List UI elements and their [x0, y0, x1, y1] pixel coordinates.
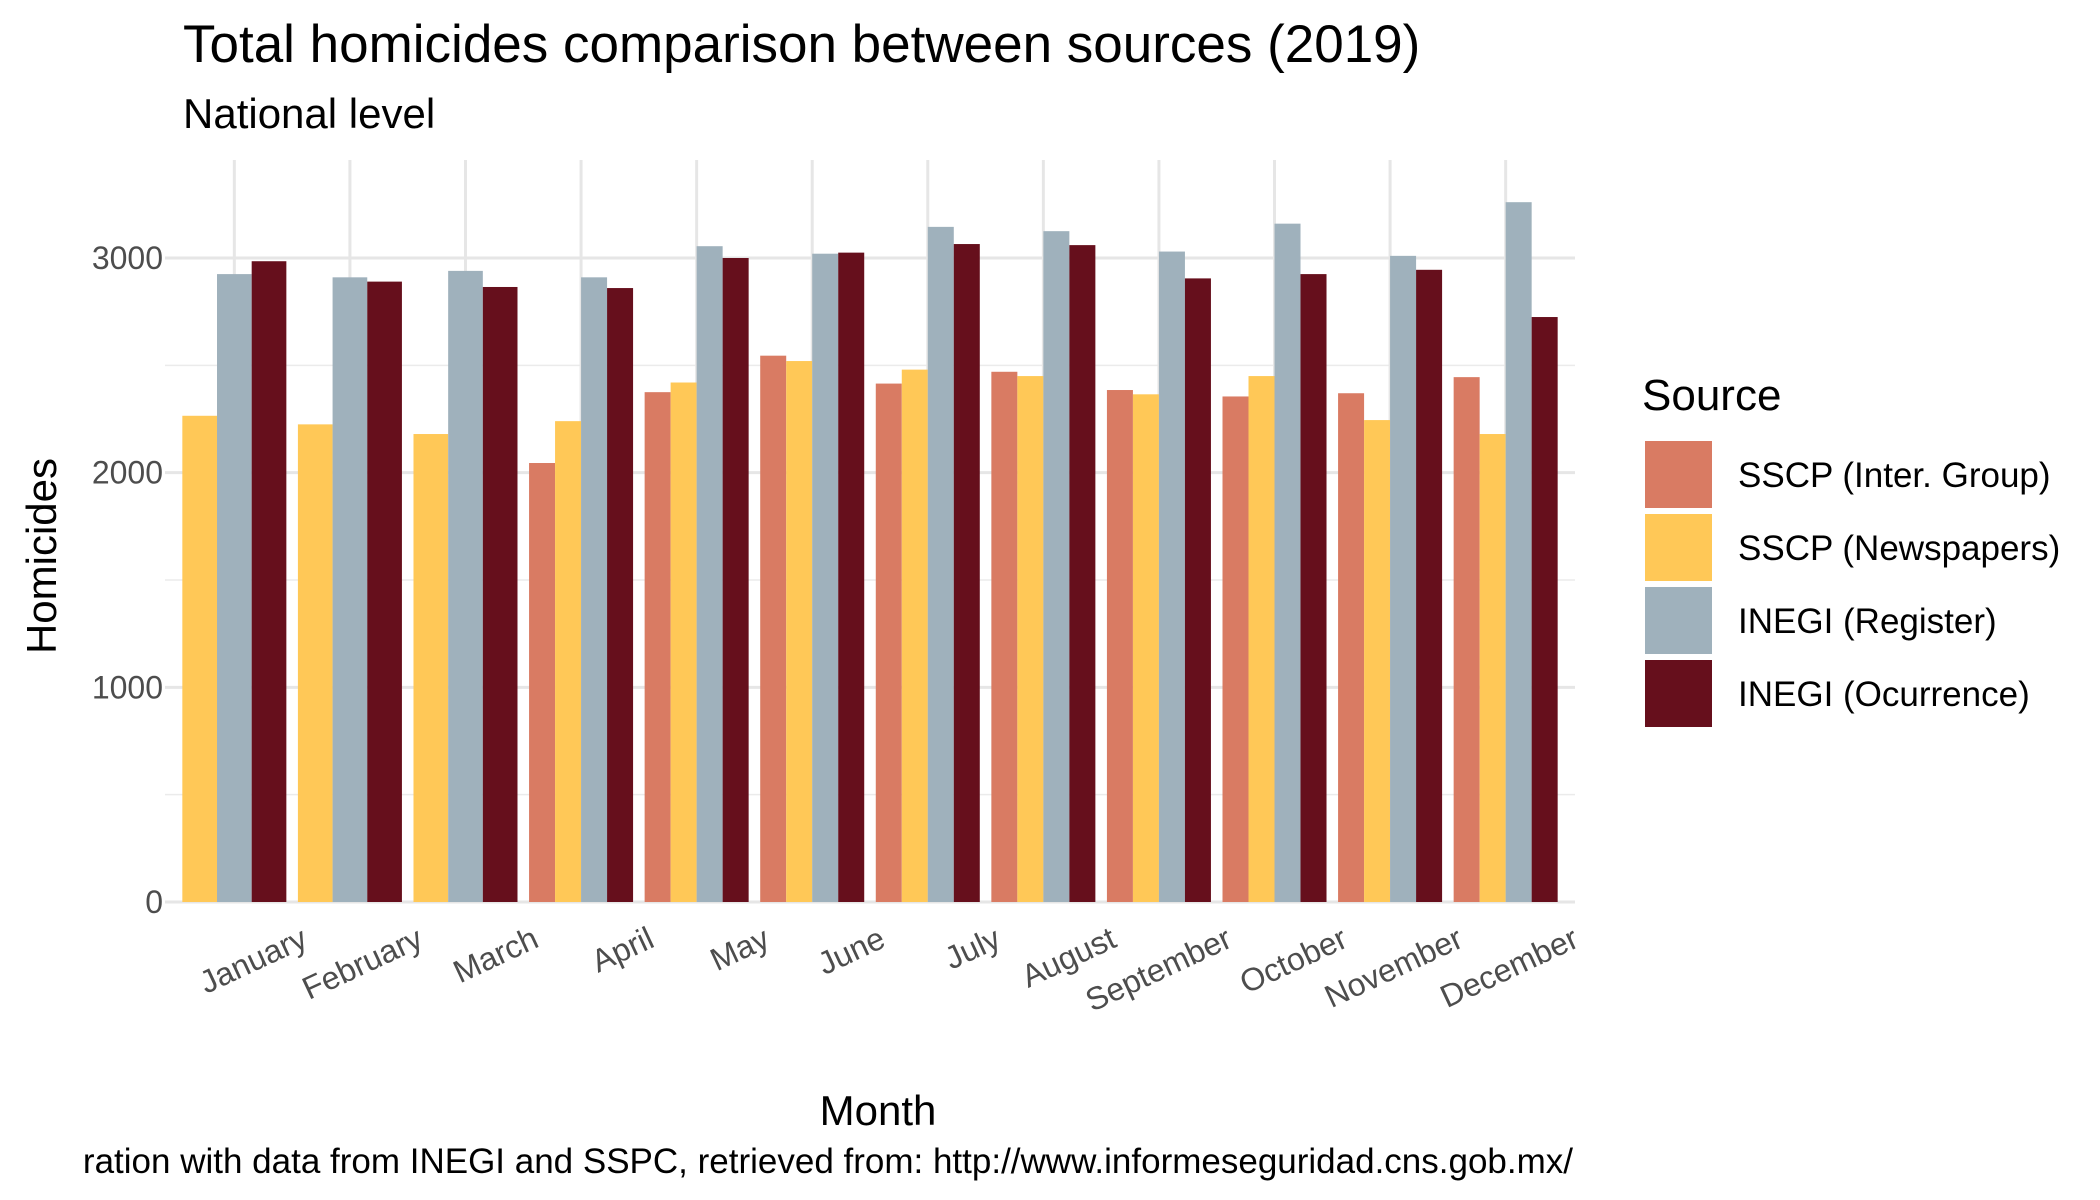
x-tick-label: January — [194, 920, 312, 1001]
x-tick-label: June — [812, 920, 890, 982]
bar — [696, 246, 723, 902]
bar — [332, 277, 368, 902]
legend-swatch — [1645, 514, 1712, 581]
bar — [670, 382, 697, 902]
bar — [1017, 376, 1044, 903]
legend-swatch — [1645, 660, 1712, 727]
bar — [875, 383, 902, 903]
bar — [1338, 393, 1365, 902]
bar — [217, 274, 252, 903]
bar — [1416, 269, 1443, 903]
y-axis-title: Homicides — [18, 458, 65, 654]
legend-label: SSCP (Inter. Group) — [1738, 456, 2051, 495]
bar — [1531, 317, 1558, 902]
chart-subtitle: National level — [183, 90, 436, 137]
bar — [1043, 231, 1070, 902]
bar — [581, 277, 608, 902]
bar — [991, 371, 1018, 903]
bar — [529, 463, 556, 902]
bar — [297, 424, 333, 902]
x-tick-label: February — [297, 920, 428, 1007]
bar — [1505, 202, 1532, 903]
bar — [251, 261, 287, 903]
bar — [1453, 377, 1480, 902]
bars — [182, 202, 1558, 903]
legend-label: SSCP (Newspapers) — [1738, 529, 2060, 568]
x-axis-title: Month — [820, 1087, 937, 1134]
bar — [413, 434, 449, 902]
y-tick-label: 0 — [145, 884, 163, 920]
bar — [1364, 420, 1391, 902]
bar — [607, 288, 634, 902]
legend-title: Source — [1642, 371, 1781, 420]
y-axis-ticks: 0 1000 2000 3000 — [92, 240, 163, 920]
bar — [1390, 255, 1417, 902]
y-tick-label: 1000 — [92, 669, 163, 705]
legend-label: INEGI (Register) — [1738, 602, 1997, 641]
bar — [927, 226, 954, 902]
bar — [1132, 394, 1159, 902]
chart-title: Total homicides comparison between sourc… — [183, 15, 1421, 74]
x-tick-label: March — [448, 920, 544, 990]
legend: Source SSCP (Inter. Group) SSCP (Newspape… — [1642, 371, 2060, 727]
bar — [1106, 390, 1133, 902]
chart-caption: ration with data from INEGI and SSPC, re… — [82, 1142, 1573, 1181]
bar — [1222, 396, 1249, 902]
bar — [1158, 251, 1185, 902]
bar — [555, 421, 582, 902]
y-tick-label: 3000 — [92, 240, 163, 276]
bar — [1069, 245, 1096, 902]
bar — [482, 286, 518, 903]
bar — [1300, 274, 1327, 903]
bar — [786, 361, 813, 902]
legend-label: INEGI (Ocurrence) — [1738, 675, 2030, 714]
bar — [901, 369, 928, 902]
bar — [722, 258, 749, 902]
bar — [760, 355, 787, 902]
x-tick-label: July — [939, 920, 1006, 977]
bar — [182, 415, 218, 902]
bar — [838, 252, 865, 903]
bar — [367, 281, 402, 902]
legend-swatch — [1645, 441, 1712, 508]
bar — [953, 244, 980, 903]
legend-swatch — [1645, 587, 1712, 654]
y-tick-label: 2000 — [92, 455, 163, 491]
x-tick-label: April — [586, 920, 659, 980]
bar — [448, 270, 483, 902]
bar — [644, 392, 671, 902]
bar — [812, 253, 839, 902]
x-tick-label: May — [705, 920, 775, 978]
bar — [1184, 278, 1211, 903]
bar — [1479, 434, 1506, 902]
bar — [1248, 376, 1275, 903]
bar — [1274, 223, 1301, 903]
